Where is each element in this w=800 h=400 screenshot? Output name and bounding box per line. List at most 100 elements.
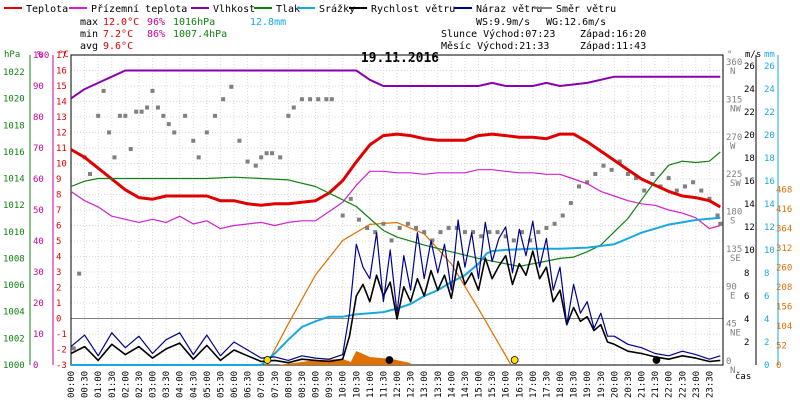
radiation-area — [277, 351, 411, 365]
tick-x: 19:00 — [583, 371, 593, 398]
moon-set: Západ:11:43 — [580, 40, 646, 52]
tick-hpa: 1000 — [3, 361, 25, 371]
sun-set: Západ:16:20 — [580, 28, 646, 40]
wind-dir-point — [634, 176, 639, 181]
tick-mm: 8 — [764, 269, 769, 279]
tick-x: 16:00 — [502, 371, 512, 398]
legend-label-7: Směr větru — [556, 3, 616, 15]
wind-dir-point — [471, 230, 476, 235]
tick-x: 12:30 — [407, 371, 417, 398]
wind-dir-point — [356, 217, 361, 222]
wind-dir-point — [715, 213, 720, 218]
tick-degc: 16 — [56, 67, 67, 77]
tick-rad: 260 — [776, 264, 792, 274]
tick-pct: 80 — [33, 113, 44, 123]
tick-mm: 4 — [764, 315, 769, 325]
tick-rad: 416 — [776, 205, 792, 215]
tick-dir-name: W — [730, 142, 736, 152]
wind-dir-point — [134, 109, 139, 114]
tick-x: 06:00 — [230, 371, 240, 398]
tick-mm: 26 — [764, 62, 775, 72]
wind-dir-point — [397, 225, 402, 230]
tick-pct: 0 — [33, 361, 38, 371]
tick-hpa: 1020 — [3, 95, 25, 105]
wind-dir-point — [270, 151, 275, 156]
wind-dir-point — [77, 271, 82, 276]
wind-dir-point — [601, 163, 606, 168]
tick-degc: 14 — [56, 98, 67, 108]
tick-x: 05:00 — [203, 371, 213, 398]
tick-x: 11:30 — [379, 371, 389, 398]
wind-dir-point — [139, 109, 144, 114]
tick-degc: 3 — [56, 268, 61, 278]
wind-dir-point — [221, 97, 226, 102]
tick-x: 13:30 — [434, 371, 444, 398]
tick-ms: 26 — [744, 62, 755, 72]
tick-dir-deg: 270 — [726, 133, 742, 143]
wind-dir-point — [96, 113, 101, 118]
wind-dir-point — [430, 238, 435, 243]
wind-dir-point — [145, 105, 150, 110]
tick-x: 20:00 — [610, 371, 620, 398]
wind-dir-point — [329, 97, 334, 102]
tick-degc: -2 — [56, 346, 67, 356]
tick-x: 02:00 — [121, 371, 131, 398]
wind-dir-point — [699, 188, 704, 193]
sunrise-marker — [263, 356, 272, 364]
tick-degc: 4 — [56, 253, 61, 263]
wind-dir-point — [682, 184, 687, 189]
tick-rad: 364 — [776, 225, 792, 235]
tick-mm: 6 — [764, 292, 769, 302]
tick-dir-name: E — [730, 291, 735, 301]
tick-x: 00:00 — [67, 371, 77, 398]
tick-degc: 6 — [56, 222, 61, 232]
tick-ms: 24 — [744, 85, 755, 95]
tick-dir-deg: 315 — [726, 95, 742, 105]
wind-dir-point — [253, 163, 258, 168]
tick-degc: 13 — [56, 113, 67, 123]
tick-pct: 40 — [33, 237, 44, 247]
tick-x: 23:30 — [705, 371, 715, 398]
tick-dir-name: N — [730, 366, 735, 376]
stats-block: max 12.0°C 96% 1016hPa 12.8mm min 7.2°C 86% 1007… — [80, 17, 646, 66]
tick-rad: 312 — [776, 244, 792, 254]
wind-dir-point — [229, 84, 234, 89]
wind-dir-point — [166, 122, 171, 127]
series-rychlost-větru — [70, 250, 721, 364]
tick-pct: 10 — [33, 330, 44, 340]
tick-hpa: 1006 — [3, 281, 25, 291]
wind-ws: WS:9.9m/s — [476, 17, 530, 28]
tick-mm: 12 — [764, 223, 775, 233]
wind-dir-point — [324, 97, 329, 102]
tick-hpa: 1002 — [3, 334, 25, 344]
wind-dir-point — [278, 155, 283, 160]
tick-x: 23:00 — [692, 371, 702, 398]
tick-mm: 20 — [764, 131, 775, 141]
moonset-marker — [385, 356, 394, 364]
tick-dir-name: SW — [730, 179, 741, 189]
tick-dir-deg: 0 — [726, 357, 731, 367]
tick-ms: 8 — [744, 269, 749, 279]
wind-dir-point — [389, 238, 394, 243]
tick-pct: 100 — [33, 51, 49, 61]
wind-dir-point — [107, 130, 112, 135]
sun-rise: Slunce Východ:07:23 — [441, 28, 555, 40]
axis-label-ms: m/s — [745, 50, 761, 60]
tick-x: 15:00 — [475, 371, 485, 398]
chart-title: 19.11.2016 — [361, 51, 439, 66]
stat-avg-label: avg — [80, 41, 98, 52]
stat-max-label: max — [80, 17, 98, 28]
tick-x: 11:00 — [366, 371, 376, 398]
wind-dir-point — [479, 234, 484, 239]
wind-dir-point — [112, 155, 117, 160]
tick-x: 14:30 — [461, 371, 471, 398]
tick-degc: -3 — [56, 361, 67, 371]
wind-dir-point — [259, 155, 264, 160]
tick-ms: 2 — [744, 338, 749, 348]
tick-degc: 0 — [56, 315, 61, 325]
tick-mm: 2 — [764, 338, 769, 348]
axis-label-degc: °C — [58, 50, 69, 60]
tick-x: 21:00 — [638, 371, 648, 398]
